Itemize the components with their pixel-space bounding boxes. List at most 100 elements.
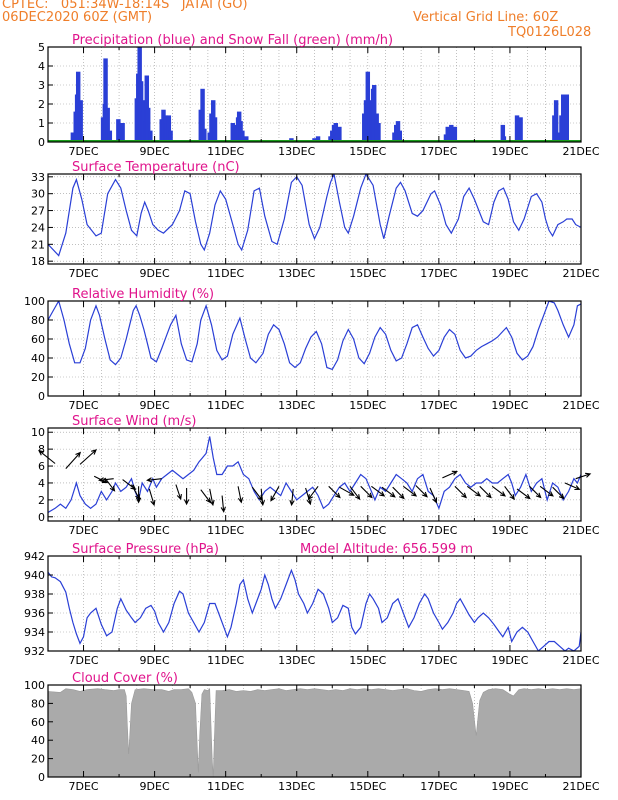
- precip-bar: [107, 130, 113, 142]
- wind-arrow: [360, 485, 373, 499]
- precip-bar: [555, 132, 561, 142]
- precip-bar: [78, 100, 83, 142]
- x-tick-label: 17DEC: [420, 524, 457, 537]
- precip-bar: [514, 115, 520, 142]
- panel-frame: [47, 46, 582, 143]
- wind-arrow: [98, 477, 114, 483]
- precip-bar: [148, 130, 153, 142]
- series-line: [48, 301, 581, 371]
- precip-bar: [365, 71, 371, 142]
- x-tick-label: 17DEC: [420, 267, 457, 280]
- panel-3: 0 2 4 6 8 10 7DEC 9DEC 11DEC 13DEC 15DEC 17DEC 19DEC…: [31, 414, 600, 537]
- wind-arrow: [429, 487, 438, 504]
- chart-header: CPTEC: 051:34W-18:14S JATAI (GO) 06DEC20…: [0, 0, 618, 46]
- x-tick-label: 11DEC: [207, 399, 244, 412]
- precip-bar: [120, 123, 125, 142]
- x-tick-label: 15DEC: [349, 524, 386, 537]
- cloud-cover-area: [47, 688, 582, 778]
- y-tick-label: 2: [38, 494, 45, 507]
- panel-1: 18 21 24 27 30 33 7DEC 9DEC 11DEC 13DEC 15DEC 17DEC…: [31, 160, 600, 280]
- precip-bar: [168, 130, 173, 142]
- y-tick-label: 932: [24, 645, 45, 658]
- precip-bar: [397, 130, 403, 142]
- y-tick-label: 20: [31, 753, 45, 766]
- wind-arrow: [183, 488, 190, 506]
- precip-bar: [202, 128, 207, 142]
- panel-title: Cloud Cover (%): [72, 671, 178, 686]
- panel-title: Surface Wind (m/s): [72, 414, 196, 429]
- y-tick-label: 0: [38, 390, 45, 403]
- y-tick-label: 21: [31, 238, 45, 251]
- y-tick-label: 40: [31, 734, 45, 747]
- y-tick-label: 942: [24, 550, 45, 563]
- x-tick-label: 17DEC: [420, 145, 457, 158]
- panel-0: 0 1 2 3 4 5 7DEC 9DEC 11DEC 13DEC 15DEC 17DEC 19DEC 2…: [38, 33, 600, 158]
- precip-bar: [501, 136, 507, 142]
- precip-bar: [315, 136, 321, 142]
- x-tick-label: 9DEC: [140, 399, 170, 412]
- wind-arrow: [415, 485, 428, 498]
- y-tick-label: 3: [38, 79, 45, 92]
- x-tick-label: 7DEC: [68, 145, 98, 158]
- wind-arrow: [175, 484, 182, 501]
- x-tick-label: 11DEC: [207, 780, 244, 793]
- x-tick-label: 19DEC: [491, 145, 528, 158]
- wind-arrow: [289, 488, 295, 507]
- precip-bar: [200, 88, 205, 142]
- x-tick-label: 21DEC: [562, 654, 599, 667]
- x-tick-label: 11DEC: [207, 145, 244, 158]
- x-tick-label: 7DEC: [68, 524, 98, 537]
- grid-line-note: Vertical Grid Line: 60Z: [413, 10, 559, 25]
- x-tick-label: 21DEC: [562, 267, 599, 280]
- wind-arrow: [307, 485, 319, 501]
- x-tick-label: 19DEC: [491, 267, 528, 280]
- wind-arrow: [349, 485, 361, 501]
- x-tick-label: 15DEC: [349, 267, 386, 280]
- precip-bar: [103, 58, 108, 142]
- panel-frame: [47, 555, 582, 652]
- panel-frame: [47, 300, 582, 397]
- y-tick-label: 8: [38, 443, 45, 456]
- panel-annotation: Model Altitude: 656.599 m: [300, 542, 473, 557]
- wind-arrow: [479, 485, 492, 499]
- panel-title: Relative Humidity (%): [72, 287, 214, 302]
- x-tick-label: 9DEC: [140, 524, 170, 537]
- panel-2: 0 20 40 60 80 100 7DEC 9DEC 11DEC 13DEC 15DEC 17DEC…: [24, 287, 600, 412]
- panel-title: Precipitation (blue) and Snow Fall (gree…: [72, 33, 393, 48]
- y-tick-label: 934: [24, 626, 45, 639]
- wind-arrow: [442, 470, 458, 479]
- wind-arrow: [454, 485, 468, 499]
- precip-bar: [564, 94, 570, 142]
- wind-arrow: [209, 488, 215, 507]
- precip-bar: [240, 130, 245, 142]
- y-tick-label: 6: [38, 460, 45, 473]
- y-tick-label: 2: [38, 98, 45, 111]
- precip-bar: [518, 117, 523, 142]
- y-tick-label: 24: [31, 221, 45, 234]
- wind-arrow: [200, 489, 212, 504]
- precip-bar: [166, 115, 172, 142]
- y-tick-label: 4: [38, 60, 45, 73]
- y-tick-label: 60: [31, 716, 45, 729]
- x-tick-label: 11DEC: [207, 267, 244, 280]
- y-tick-label: 936: [24, 607, 45, 620]
- station-info: CPTEC: 051:34W-18:14S JATAI (GO): [2, 0, 248, 12]
- wind-arrow: [237, 486, 244, 504]
- y-tick-label: 100: [24, 295, 45, 308]
- precip-bar: [105, 107, 110, 142]
- precip-bar: [244, 136, 249, 142]
- precip-bar: [376, 123, 381, 142]
- x-tick-label: 15DEC: [349, 654, 386, 667]
- wind-arrow: [146, 477, 162, 483]
- panel-title: Surface Pressure (hPa): [72, 542, 219, 557]
- x-tick-label: 21DEC: [562, 399, 599, 412]
- wind-arrow: [575, 472, 592, 480]
- x-tick-label: 19DEC: [491, 780, 528, 793]
- y-tick-label: 0: [38, 511, 45, 524]
- precip-bar: [70, 132, 76, 142]
- panel-5: 0 20 40 60 80 100 7DEC 9DEC 11DEC 13DEC 15DEC 17DEC…: [24, 671, 600, 793]
- x-tick-label: 17DEC: [420, 654, 457, 667]
- y-tick-label: 0: [38, 136, 45, 149]
- y-tick-label: 80: [31, 314, 45, 327]
